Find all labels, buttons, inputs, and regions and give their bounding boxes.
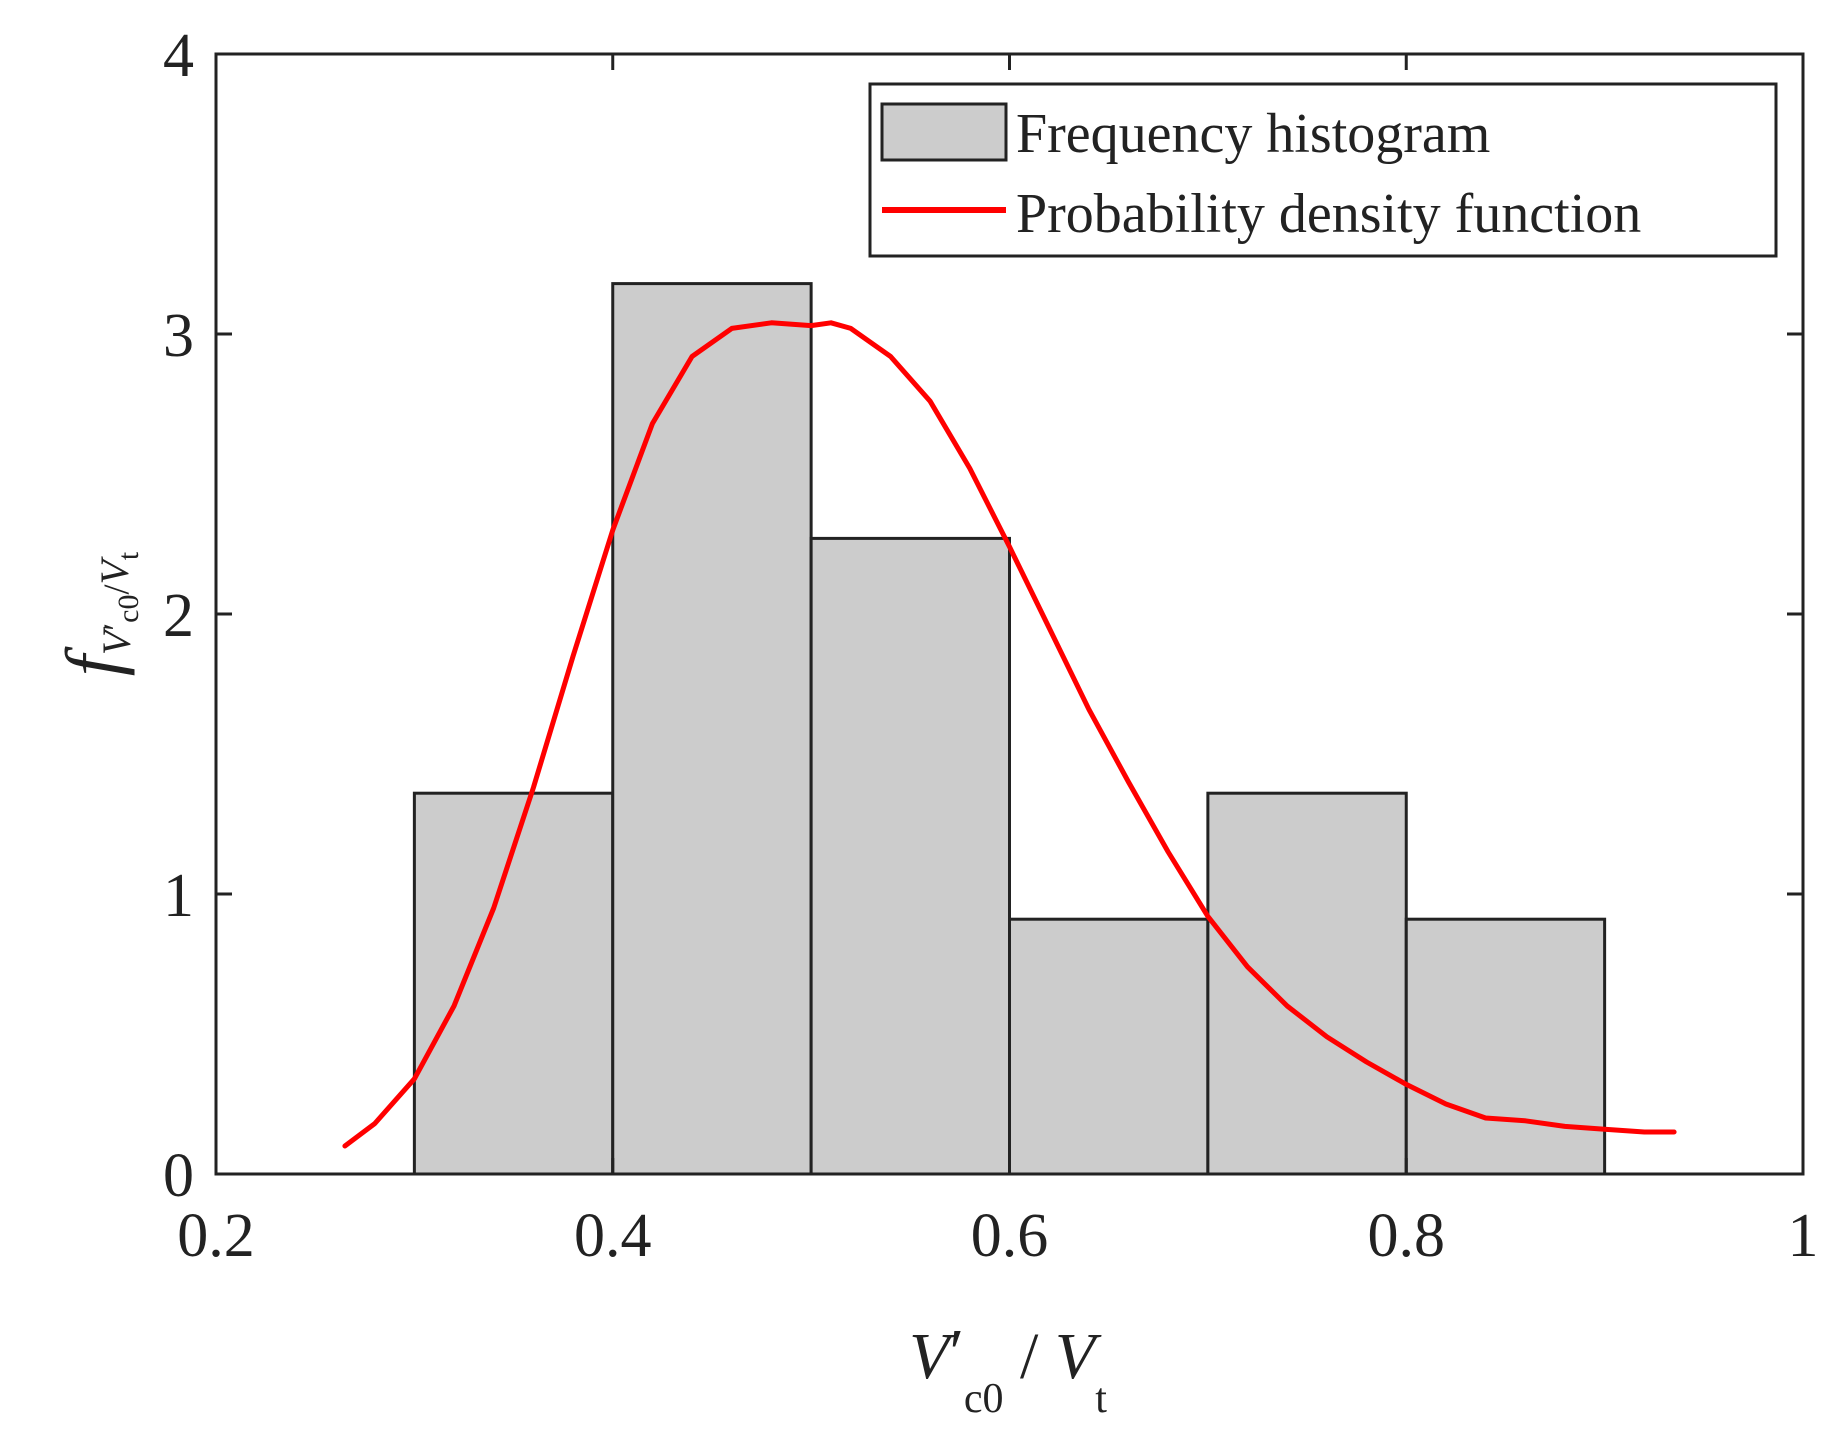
- y-tick-label: 1: [163, 862, 194, 930]
- y-tick-label: 0: [163, 1142, 194, 1210]
- y-tick-label: 3: [163, 302, 194, 370]
- legend-label-pdf: Probability density function: [1016, 183, 1641, 245]
- histogram-bar: [1404, 917, 1607, 1176]
- y-tick-label: 2: [163, 582, 194, 650]
- x-tick-label: 0.2: [177, 1202, 255, 1270]
- histogram-bar: [412, 791, 615, 1176]
- histogram-bar: [1206, 791, 1408, 1176]
- legend-box: [868, 82, 1778, 258]
- pdf-curve: [342, 320, 1677, 1149]
- legend-label-histogram: Frequency histogram: [1016, 103, 1490, 165]
- histogram-bar: [809, 536, 1011, 1176]
- y-tick-label: 4: [163, 22, 194, 90]
- histogram-bars: [412, 282, 1607, 1176]
- legend: Frequency histogram Probability density …: [868, 82, 1778, 258]
- histogram-bar: [1008, 917, 1210, 1176]
- x-axis-label: V′c0 / Vt: [909, 1316, 1107, 1422]
- axis-ticks: 0.2 0.4 0.6 0.8 1 0 1 2 3 4: [163, 22, 1819, 1270]
- x-tick-label: 0.6: [971, 1202, 1049, 1270]
- legend-patch-histogram: [880, 102, 1008, 162]
- y-axis-label: fV′c0/Vt: [51, 551, 145, 676]
- x-tick-label: 0.4: [574, 1202, 652, 1270]
- x-tick-label: 0.8: [1368, 1202, 1446, 1270]
- histogram-bar: [611, 282, 813, 1176]
- x-tick-label: 1: [1788, 1202, 1819, 1270]
